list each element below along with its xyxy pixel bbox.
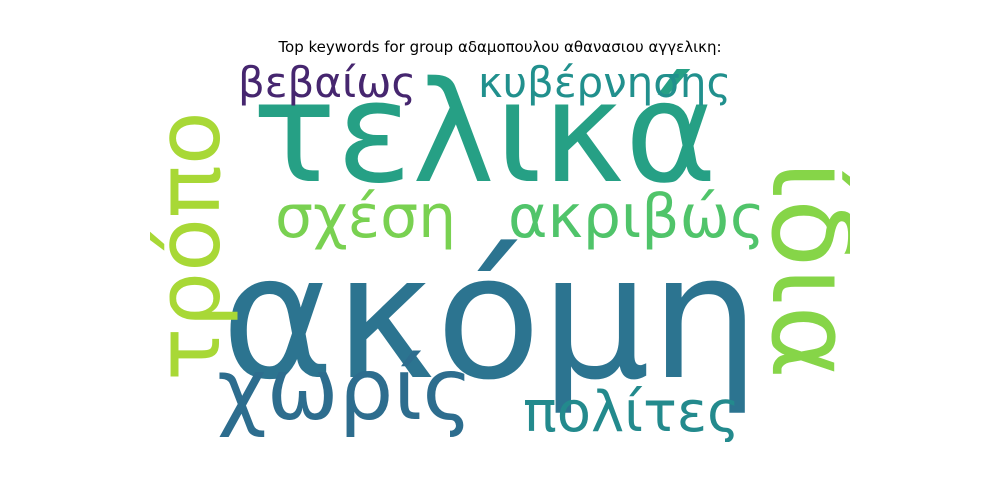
chart-title: Top keywords for group αδαμοπουλου αθανα… [278, 38, 722, 56]
word-polites: πολίτες [523, 380, 740, 442]
word-vevaios: βεβαίως [238, 62, 417, 107]
word-cloud: ακόμη τελικά ίδια τρόπο χωρίς σχέση ακρι… [150, 62, 850, 442]
word-kyvernisis: κυβέρνησης [478, 62, 732, 107]
word-akrivos: ακριβώς [508, 182, 766, 252]
word-idia: ίδια [746, 160, 850, 380]
word-akomi: ακόμη [221, 217, 760, 418]
word-telika: τελικά [252, 62, 717, 215]
word-schesi: σχέση [275, 182, 457, 252]
word-choris: χωρίς [217, 340, 473, 440]
